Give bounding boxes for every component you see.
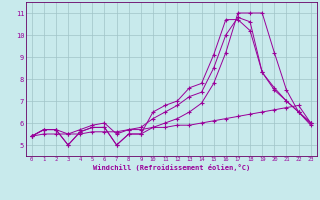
X-axis label: Windchill (Refroidissement éolien,°C): Windchill (Refroidissement éolien,°C) xyxy=(92,164,250,171)
